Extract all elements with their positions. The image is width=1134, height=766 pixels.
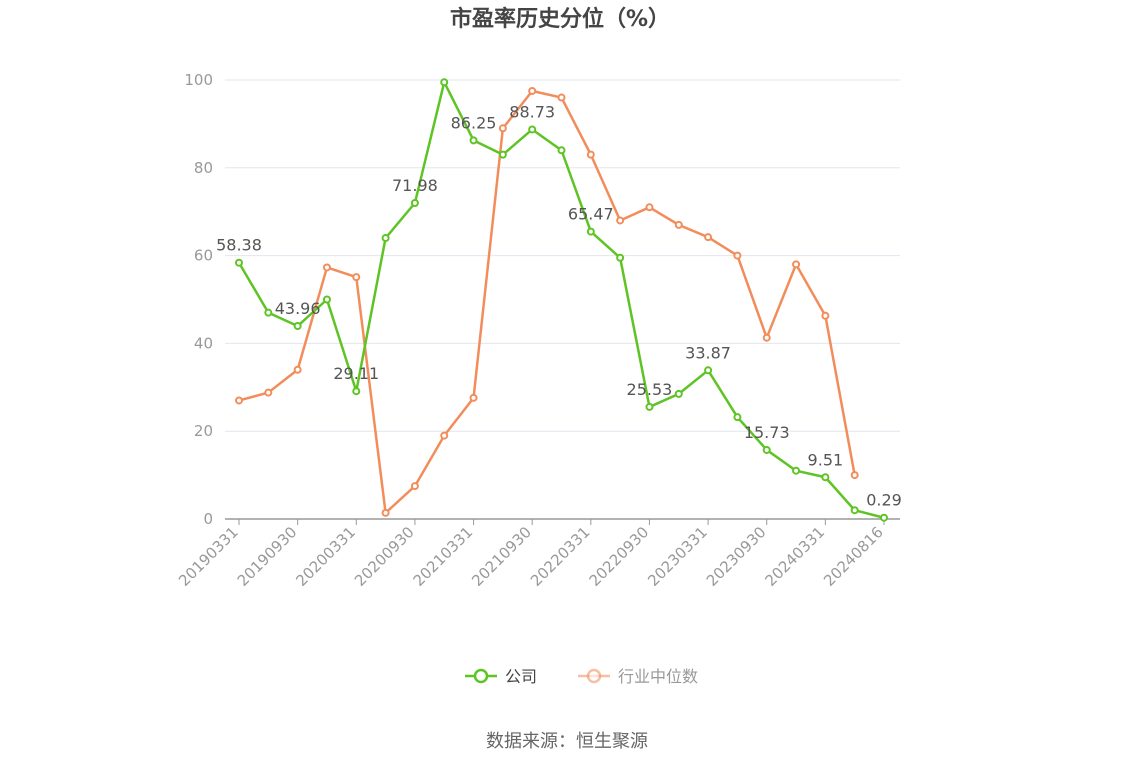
data-point [264,308,273,317]
data-point [792,260,801,269]
x-tick-label: 20200331 [292,523,359,590]
data-point [586,150,595,159]
data-point [557,146,566,155]
x-axis: 2019033120190930202003312020093020210331… [175,518,900,590]
data-point [322,295,331,304]
data-point [469,136,478,145]
data-label: 0.29 [866,491,902,510]
data-point [586,227,595,236]
y-tick-label: 80 [194,159,213,177]
legend-marker [586,668,602,684]
x-tick-label: 20240816 [820,523,887,590]
data-label: 9.51 [808,450,844,469]
data-point [674,389,683,398]
data-point [440,431,449,440]
x-tick-label: 20230331 [644,523,711,590]
x-tick-label: 20230930 [703,523,770,590]
data-label: 43.96 [275,299,321,318]
data-point [762,445,771,454]
x-tick-label: 20220331 [527,523,594,590]
data-point [880,513,888,522]
x-tick-label: 20240331 [761,523,828,590]
x-tick-label: 20210930 [468,523,535,590]
data-point [410,482,419,491]
data-point [821,311,830,320]
data-point [235,258,243,267]
data-point [528,125,537,134]
data-label: 29.11 [333,364,379,383]
data-point [498,150,507,159]
data-point [381,234,390,243]
x-tick-label: 20190930 [234,523,301,590]
data-label: 15.73 [744,423,790,442]
y-tick-label: 20 [194,422,213,440]
data-label: 86.25 [451,113,497,132]
data-point [850,506,859,515]
x-tick-label: 20210331 [410,523,477,590]
data-label: 58.38 [216,236,262,255]
data-point [704,366,713,375]
data-point [264,388,273,397]
data-point [381,508,390,517]
legend: 公司 行业中位数 [465,667,698,686]
grid: 0 20 40 60 80 100 [184,71,900,528]
x-tick-label: 20190331 [175,523,242,590]
legend-label: 行业中位数 [618,667,698,686]
x-tick-label: 20220930 [586,523,653,590]
data-point [557,93,566,102]
data-point [322,263,331,272]
data-point [235,396,243,405]
x-tick-label: 20200930 [351,523,418,590]
data-point [352,387,361,396]
data-point [440,78,449,87]
data-point [498,124,507,133]
data-point [293,322,302,331]
data-label: 71.98 [392,176,438,195]
data-point [645,203,654,212]
data-point [850,471,859,480]
data-point [469,393,478,402]
data-point [792,466,801,475]
data-point [733,413,742,422]
source-text: 数据来源：恒生聚源 [486,731,648,752]
data-point [704,233,713,242]
data-point [616,216,625,225]
data-point [821,473,830,482]
data-labels: 58.38 43.96 29.11 71.98 86.25 88.73 65.47 25.53… [216,102,902,509]
y-tick-label: 0 [203,510,213,528]
series-layer [235,78,888,522]
data-label: 25.53 [627,380,673,399]
y-tick-label: 40 [194,334,213,352]
data-point [352,273,361,282]
y-tick-label: 100 [184,71,213,89]
data-label: 65.47 [568,205,614,224]
data-point [645,402,654,411]
data-point [410,199,419,208]
data-point [528,86,537,95]
data-point [293,365,302,374]
data-point [762,333,771,342]
data-label: 88.73 [509,102,555,121]
data-point [733,251,742,260]
legend-marker [473,668,489,684]
chart-title: 市盈率历史分位（%） [450,6,670,32]
data-label: 33.87 [685,343,731,362]
data-point [674,220,683,229]
series-line [238,89,856,515]
data-point [616,253,625,262]
y-tick-label: 60 [194,247,213,265]
legend-label: 公司 [505,667,537,686]
